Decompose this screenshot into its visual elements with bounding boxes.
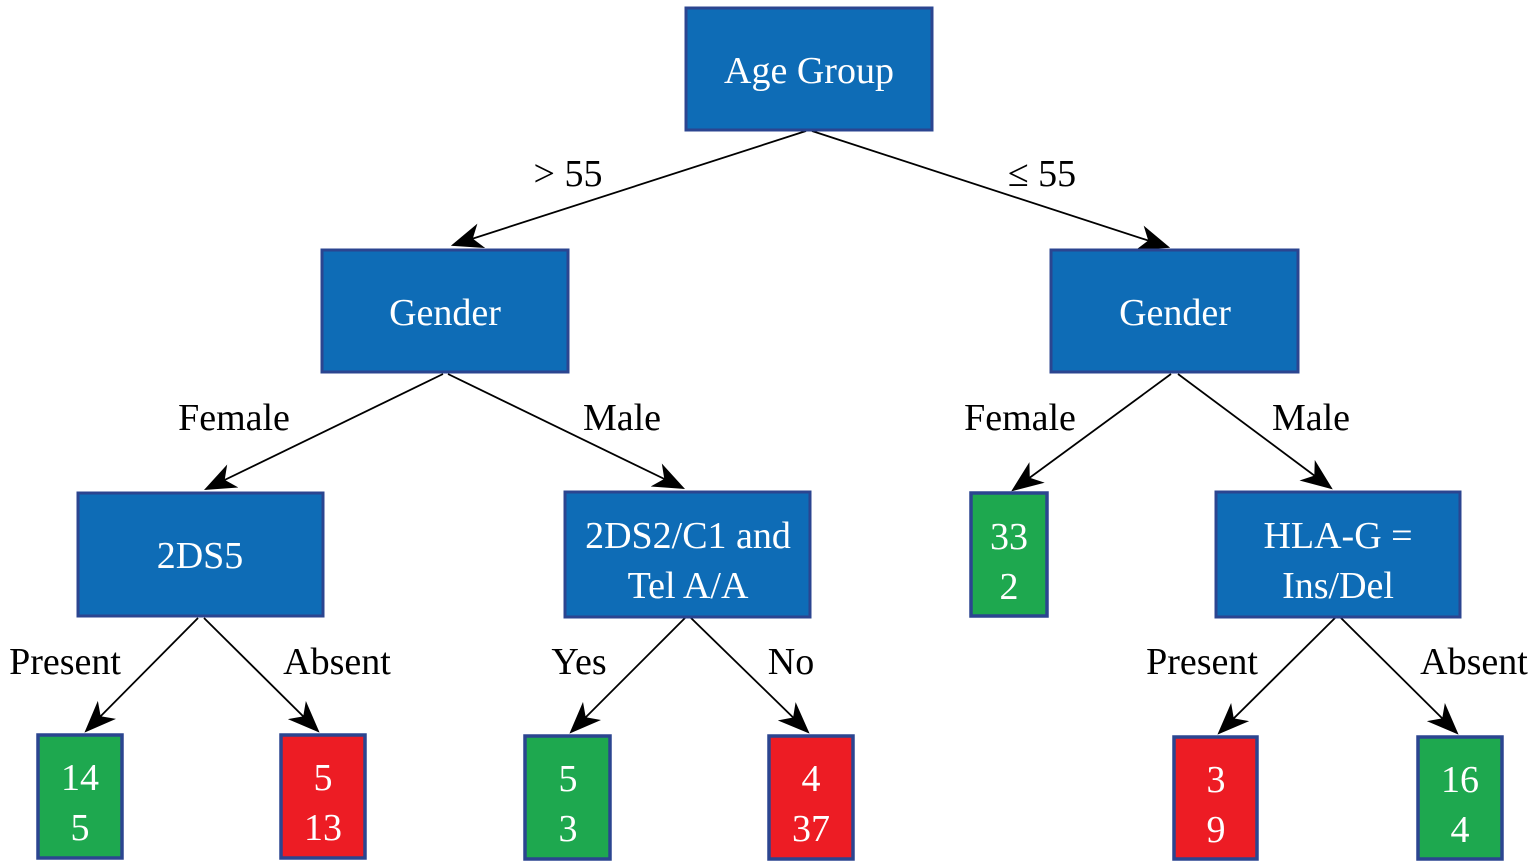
leaf-16-4-box: [1416, 735, 1504, 861]
edge-label-present-left: Present: [9, 641, 121, 683]
node-hla-g-label-line2: Ins/Del: [1282, 565, 1394, 607]
node-gender-right-label: Gender: [1119, 292, 1231, 334]
node-gender-left-label: Gender: [389, 292, 501, 334]
node-age-group-box: [684, 6, 934, 132]
leaf-16-4: 16 4: [1416, 735, 1504, 861]
leaf-14-5: 14 5: [36, 733, 124, 860]
leaf-4-37-box: [767, 734, 855, 861]
edge-arrow-genderleft-to-2ds2: [447, 373, 686, 489]
node-2ds5: 2DS5: [76, 491, 325, 618]
edge-label-male-right: Male: [1272, 397, 1350, 439]
edge-labels: > 55 ≤ 55 Female Male Female Male Presen…: [9, 153, 1528, 683]
edge-label-male-left: Male: [583, 397, 661, 439]
edge-arrow-genderleft-to-2ds5: [203, 373, 444, 490]
leaf-5-3: 5 3: [523, 734, 612, 861]
node-gender-left-box: [320, 248, 570, 374]
leaf-33-2: 33 2: [969, 491, 1049, 618]
edge-label-gt-55: > 55: [534, 153, 603, 195]
edge-arrow-genderright-to-hlag: [1177, 373, 1333, 490]
leaf-14-5-value-top: 14: [61, 757, 99, 799]
leaf-3-9-value-top: 3: [1207, 759, 1226, 801]
leaf-14-5-box: [36, 733, 124, 860]
edge-label-absent-left: Absent: [283, 641, 391, 683]
node-2ds2-tel-label-line2: Tel A/A: [628, 565, 749, 607]
edge-label-female-left: Female: [178, 397, 290, 439]
leaf-5-13-value-bottom: 13: [304, 807, 342, 849]
node-age-group: Age Group: [684, 6, 934, 132]
node-gender-right: Gender: [1049, 248, 1300, 374]
node-age-group-label: Age Group: [724, 50, 894, 92]
edge-arrow-root-to-gender-right: [811, 130, 1171, 250]
leaf-4-37-value-bottom: 37: [792, 808, 830, 850]
leaf-33-2-value-bottom: 2: [1000, 566, 1019, 608]
node-2ds2-tel-label-line1: 2DS2/C1 and: [585, 515, 791, 557]
edges: [84, 130, 1459, 735]
edge-arrow-2ds2-to-leaf-5-3: [569, 617, 686, 734]
leaf-5-3-value-bottom: 3: [559, 808, 578, 850]
edge-label-present-right: Present: [1146, 641, 1258, 683]
node-hla-g: HLA-G = Ins/Del: [1214, 490, 1462, 619]
leaf-14-5-value-bottom: 5: [71, 807, 90, 849]
edge-label-yes: Yes: [551, 641, 606, 683]
edge-arrow-genderright-to-leaf-33-2: [1011, 373, 1172, 492]
leaf-4-37-value-top: 4: [802, 758, 821, 800]
node-hla-g-box: [1214, 490, 1462, 619]
edge-label-absent-right: Absent: [1420, 641, 1528, 683]
node-2ds5-label: 2DS5: [157, 535, 244, 577]
edge-label-le-55: ≤ 55: [1008, 153, 1076, 195]
edge-label-no: No: [768, 641, 814, 683]
node-gender-left: Gender: [320, 248, 570, 374]
edge-arrow-2ds2-to-leaf-4-37: [690, 617, 810, 734]
leaf-3-9-box: [1172, 735, 1259, 861]
leaf-5-13-box: [279, 733, 367, 860]
edge-arrow-2ds5-to-leaf-5-13: [203, 617, 320, 733]
node-hla-g-label-line1: HLA-G =: [1263, 515, 1412, 557]
edge-label-female-right: Female: [964, 397, 1076, 439]
edge-arrow-hlag-to-leaf-16-4: [1340, 617, 1459, 735]
edge-arrow-root-to-gender-left: [450, 130, 807, 249]
edge-arrow-hlag-to-leaf-3-9: [1217, 617, 1336, 735]
node-2ds2-tel: 2DS2/C1 and Tel A/A: [563, 490, 812, 619]
leaf-3-9: 3 9: [1172, 735, 1259, 861]
leaf-5-13: 5 13: [279, 733, 367, 860]
leaf-4-37: 4 37: [767, 734, 855, 861]
node-2ds2-tel-box: [563, 490, 812, 619]
leaf-5-3-box: [523, 734, 612, 861]
edge-arrow-2ds5-to-leaf-14-5: [84, 617, 199, 733]
leaf-3-9-value-bottom: 9: [1207, 809, 1226, 851]
leaf-5-3-value-top: 5: [559, 758, 578, 800]
node-2ds5-box: [76, 491, 325, 618]
leaf-33-2-box: [969, 491, 1049, 618]
node-gender-right-box: [1049, 248, 1300, 374]
leaf-16-4-value-top: 16: [1441, 759, 1479, 801]
leaf-33-2-value-top: 33: [990, 516, 1028, 558]
leaf-16-4-value-bottom: 4: [1451, 809, 1470, 851]
leaf-5-13-value-top: 5: [314, 757, 333, 799]
